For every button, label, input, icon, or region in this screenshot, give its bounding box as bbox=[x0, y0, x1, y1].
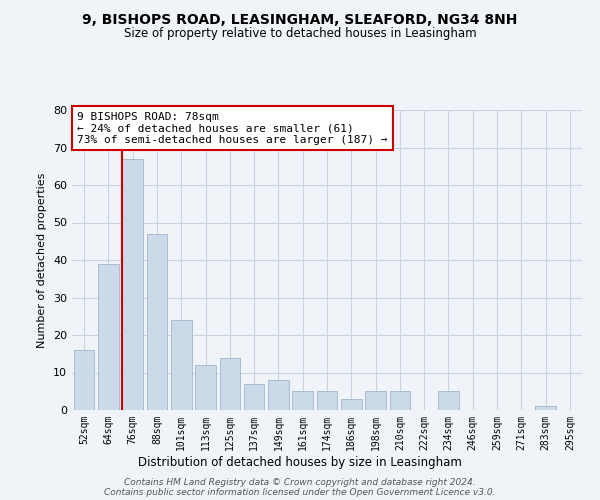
Text: Distribution of detached houses by size in Leasingham: Distribution of detached houses by size … bbox=[138, 456, 462, 469]
Text: 9 BISHOPS ROAD: 78sqm
← 24% of detached houses are smaller (61)
73% of semi-deta: 9 BISHOPS ROAD: 78sqm ← 24% of detached … bbox=[77, 112, 388, 144]
Text: 9, BISHOPS ROAD, LEASINGHAM, SLEAFORD, NG34 8NH: 9, BISHOPS ROAD, LEASINGHAM, SLEAFORD, N… bbox=[82, 12, 518, 26]
Bar bbox=[74, 350, 94, 410]
Bar bbox=[244, 384, 265, 410]
Text: Contains HM Land Registry data © Crown copyright and database right 2024.: Contains HM Land Registry data © Crown c… bbox=[124, 478, 476, 487]
Bar bbox=[195, 365, 216, 410]
Bar bbox=[220, 358, 240, 410]
Bar bbox=[389, 391, 410, 410]
Bar bbox=[122, 159, 143, 410]
Bar bbox=[146, 234, 167, 410]
Bar bbox=[438, 391, 459, 410]
Bar bbox=[535, 406, 556, 410]
Bar bbox=[365, 391, 386, 410]
Bar bbox=[292, 391, 313, 410]
Bar bbox=[317, 391, 337, 410]
Bar bbox=[171, 320, 191, 410]
Bar bbox=[268, 380, 289, 410]
Text: Size of property relative to detached houses in Leasingham: Size of property relative to detached ho… bbox=[124, 28, 476, 40]
Bar bbox=[341, 399, 362, 410]
Text: Contains public sector information licensed under the Open Government Licence v3: Contains public sector information licen… bbox=[104, 488, 496, 497]
Bar bbox=[98, 264, 119, 410]
Y-axis label: Number of detached properties: Number of detached properties bbox=[37, 172, 47, 348]
